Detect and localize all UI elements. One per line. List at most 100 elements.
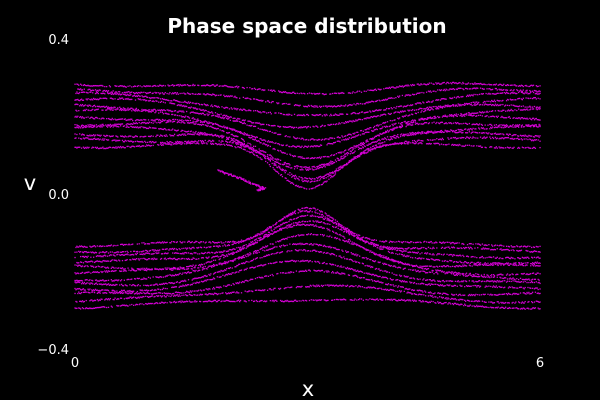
scatter-point [181,105,183,107]
scatter-point [345,104,347,106]
scatter-point [441,130,444,133]
scatter-point [419,92,421,94]
scatter-point [159,141,162,144]
scatter-point [539,92,541,94]
scatter-point [317,106,319,108]
scatter-point [452,136,455,139]
scatter-point [96,91,99,94]
scatter-point [168,142,170,144]
scatter-point [481,104,484,106]
scatter-point [77,92,79,94]
scatter-point [361,119,364,121]
scatter-point [185,93,187,95]
scatter-point [465,132,467,134]
scatter-point [473,137,475,139]
scatter-point [402,111,404,113]
scatter-point [443,98,445,100]
scatter-point [174,118,177,121]
scatter-point [158,85,160,87]
scatter-point [526,89,528,91]
scatter-point [462,131,464,134]
scatter-point [467,95,470,97]
scatter-point [110,124,112,127]
scatter-point [509,109,511,112]
scatter-point [463,122,465,125]
scatter-point [495,126,497,129]
scatter-point [451,242,453,244]
scatter-point [248,146,250,148]
scatter-point [466,83,469,85]
scatter-point [79,88,81,91]
scatter-point [225,140,228,143]
scatter-point [369,238,371,240]
scatter-point [480,127,483,129]
scatter-point [162,242,165,244]
scatter-point [190,106,192,108]
scatter-point [404,85,406,87]
scatter-point [109,92,112,94]
scatter-point [281,168,284,170]
scatter-point [298,114,300,116]
scatter-point [168,85,170,87]
scatter-point [502,116,504,118]
scatter-point [483,128,485,130]
scatter-point [478,83,480,85]
scatter-point [127,251,129,254]
scatter-point [511,137,513,139]
scatter-point [363,90,365,92]
scatter-point [482,137,484,139]
scatter-point [385,126,387,128]
scatter-point [518,105,520,108]
scatter-point [455,88,457,90]
scatter-point [305,206,308,209]
scatter-point [96,105,99,107]
scatter-point [413,109,416,111]
scatter-point [81,127,84,129]
scatter-point [361,146,364,148]
scatter-point [460,114,462,116]
scatter-point [99,135,101,137]
scatter-point [170,248,172,250]
scatter-point [531,246,533,249]
scatter-point [510,92,512,94]
scatter-point [94,138,97,140]
scatter-point [464,145,466,147]
scatter-point [516,92,518,95]
scatter-point [165,248,167,250]
scatter-point [146,127,149,130]
scatter-point [458,123,460,125]
scatter-point [399,135,402,138]
scatter-point [147,144,150,146]
scatter-point [150,144,152,147]
scatter-point [533,119,536,121]
scatter-point [518,117,520,119]
scatter-point [384,241,386,243]
scatter-point [235,130,237,132]
scatter-point [332,172,334,174]
scatter-point [235,146,237,149]
scatter-point [436,142,438,145]
scatter-point [279,174,282,176]
scatter-point [293,175,296,177]
scatter-point [156,250,158,252]
scatter-point [286,163,288,165]
scatter-point [455,104,457,106]
scatter-point [363,118,365,120]
scatter-point [185,84,187,86]
scatter-point [156,97,158,99]
scatter-point [400,122,403,124]
scatter-point [538,106,540,109]
scatter-point [153,100,155,103]
scatter-point [110,91,112,93]
scatter-point [431,122,433,124]
scatter-point [325,174,327,176]
scatter-point [292,174,295,177]
scatter-point [398,105,400,108]
scatter-point [358,90,361,92]
scatter-point [284,135,286,138]
scatter-point [101,123,103,126]
scatter-point [279,163,281,165]
scatter-point [319,106,322,108]
scatter-point [136,145,139,147]
scatter-point [526,125,528,127]
